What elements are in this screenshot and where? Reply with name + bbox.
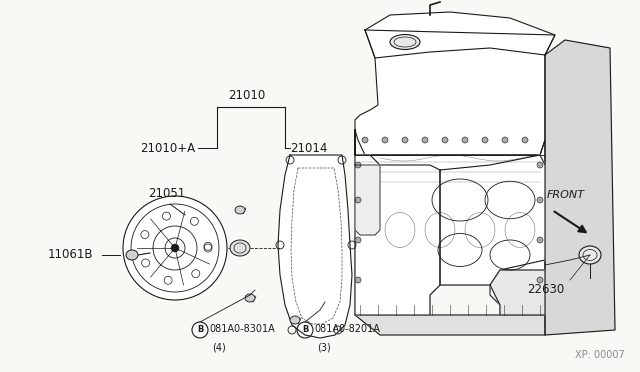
Text: (4): (4) — [212, 343, 226, 353]
Circle shape — [171, 244, 179, 252]
Polygon shape — [355, 165, 380, 235]
Circle shape — [382, 137, 388, 143]
Text: 21014: 21014 — [290, 141, 328, 154]
Ellipse shape — [235, 206, 245, 214]
Circle shape — [537, 237, 543, 243]
Circle shape — [462, 137, 468, 143]
Polygon shape — [355, 130, 545, 315]
Circle shape — [355, 277, 361, 283]
Ellipse shape — [245, 294, 255, 302]
Text: 081A0-8301A: 081A0-8301A — [209, 324, 275, 334]
Text: 21010: 21010 — [228, 89, 266, 102]
Circle shape — [502, 137, 508, 143]
Circle shape — [537, 277, 543, 283]
Circle shape — [442, 137, 448, 143]
Circle shape — [362, 137, 368, 143]
Text: 21010+A: 21010+A — [140, 141, 195, 154]
Ellipse shape — [230, 240, 250, 256]
Polygon shape — [440, 155, 545, 285]
Circle shape — [537, 162, 543, 168]
Polygon shape — [365, 12, 555, 58]
Polygon shape — [490, 270, 545, 315]
Polygon shape — [355, 130, 440, 315]
Polygon shape — [355, 30, 555, 155]
Text: 11061B: 11061B — [48, 248, 93, 262]
Circle shape — [355, 237, 361, 243]
Text: FRONT: FRONT — [547, 190, 585, 200]
Polygon shape — [278, 155, 352, 338]
Ellipse shape — [390, 35, 420, 49]
Circle shape — [402, 137, 408, 143]
Circle shape — [355, 197, 361, 203]
Text: (3): (3) — [317, 343, 331, 353]
Text: B: B — [197, 326, 203, 334]
Circle shape — [522, 137, 528, 143]
Circle shape — [123, 196, 227, 300]
Ellipse shape — [290, 316, 300, 324]
Polygon shape — [355, 315, 545, 335]
Circle shape — [482, 137, 488, 143]
Circle shape — [422, 137, 428, 143]
Circle shape — [355, 162, 361, 168]
Ellipse shape — [126, 250, 138, 260]
Text: 22630: 22630 — [527, 283, 564, 296]
Polygon shape — [545, 40, 615, 335]
Text: B: B — [302, 326, 308, 334]
Circle shape — [537, 197, 543, 203]
Ellipse shape — [579, 246, 601, 264]
Text: 21051: 21051 — [148, 187, 185, 200]
Text: XP: 00007: XP: 00007 — [575, 350, 625, 360]
Text: 081A0-8201A: 081A0-8201A — [314, 324, 380, 334]
